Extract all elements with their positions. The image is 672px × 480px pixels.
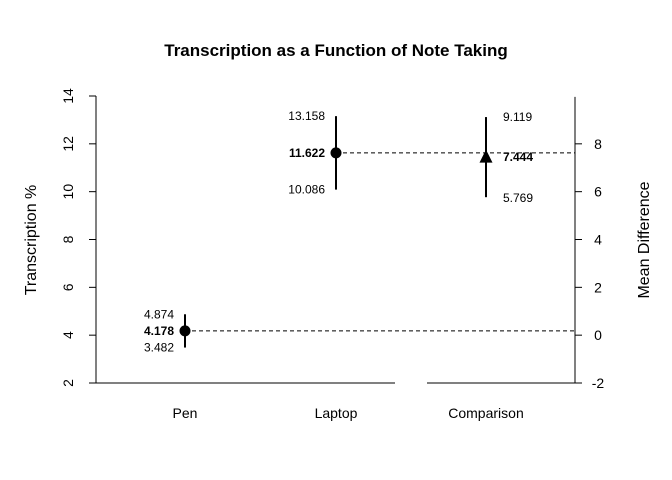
y2-tick-label: 4	[594, 232, 602, 248]
y-tick-label: 14	[60, 88, 76, 104]
x-category-label: Laptop	[315, 405, 358, 421]
y-tick-label: 4	[60, 331, 76, 339]
y-tick-label: 6	[60, 283, 76, 291]
y2-tick-label: -2	[592, 375, 605, 391]
x-category-label: Pen	[173, 405, 198, 421]
point-laptop	[330, 147, 342, 159]
lower-label-pen: 3.482	[144, 341, 174, 355]
mean-label-laptop: 11.622	[289, 146, 325, 160]
lower-label-comparison: 5.769	[503, 191, 533, 205]
upper-label-comparison: 9.119	[503, 110, 532, 124]
point-comparison	[479, 149, 493, 163]
upper-label-laptop: 13.158	[288, 109, 325, 123]
upper-label-pen: 4.874	[144, 307, 174, 321]
y-axis-label: Transcription %	[23, 185, 40, 296]
mean-label-pen: 4.178	[144, 324, 174, 338]
mean-label-comparison: 7.444	[503, 150, 533, 164]
data-marks: 4.874 4.178 3.482 13.158 11.622 10.086 9.119 7.…	[144, 109, 533, 354]
y-tick-label: 8	[60, 235, 76, 243]
y2-tick-label: 6	[594, 184, 602, 200]
axes: 2 4 6 8 10 12 14 -2 0 2 4 6 8	[60, 88, 604, 391]
y2-tick-label: 0	[594, 327, 602, 343]
y-tick-label: 2	[60, 379, 76, 387]
y2-axis-label: Mean Difference	[636, 181, 653, 298]
y-tick-label: 12	[60, 136, 76, 152]
lower-label-laptop: 10.086	[288, 183, 325, 197]
chart-title: Transcription as a Function of Note Taki…	[164, 41, 508, 60]
point-pen	[179, 325, 191, 337]
reference-lines	[185, 152, 575, 332]
y2-tick-label: 8	[594, 136, 602, 152]
x-category-label: Comparison	[448, 405, 523, 421]
category-labels: Pen Laptop Comparison	[173, 405, 524, 421]
y-tick-label: 10	[60, 184, 76, 200]
y2-tick-label: 2	[594, 279, 602, 295]
